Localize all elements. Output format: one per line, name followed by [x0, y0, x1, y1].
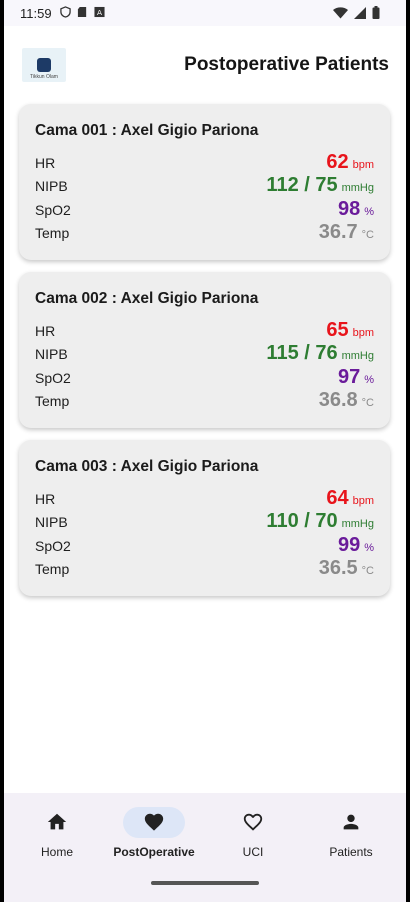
vital-label: NIPB	[35, 346, 68, 362]
status-time: 11:59	[20, 6, 52, 21]
vital-value: 36.7	[318, 221, 358, 243]
patient-card[interactable]: Cama 001 : Axel Gigio Pariona HR 62 bpm N…	[19, 104, 390, 260]
vital-row-hr: HR 62 bpm	[35, 150, 374, 174]
vital-row-nipb: NIPB 115 / 76 mmHg	[35, 341, 374, 365]
vital-row-temp: Temp 36.5 °C	[35, 556, 374, 580]
vital-unit: %	[364, 206, 374, 218]
shield-icon	[60, 6, 71, 18]
page-title: Postoperative Patients	[184, 54, 389, 75]
patient-card[interactable]: Cama 003 : Axel Gigio Pariona HR 64 bpm N…	[19, 440, 390, 596]
vital-label: NIPB	[35, 514, 68, 530]
logo-emblem-icon	[37, 58, 51, 72]
vital-unit: mmHg	[341, 350, 374, 362]
bottom-navigation: Home PostOperative UCI Patients	[4, 793, 406, 902]
heart-outline-icon	[243, 813, 263, 831]
vital-unit: °C	[361, 565, 374, 577]
vital-row-temp: Temp 36.8 °C	[35, 388, 374, 412]
patient-card-title: Cama 003 : Axel Gigio Pariona	[35, 458, 259, 475]
app-logo: Tikkun Olam	[22, 48, 66, 82]
battery-icon	[372, 6, 380, 19]
nav-label: Patients	[329, 845, 373, 859]
vital-value: 112 / 75	[266, 174, 338, 196]
vital-label: NIPB	[35, 178, 68, 194]
nav-uci[interactable]: UCI	[203, 807, 303, 867]
vital-label: HR	[35, 323, 56, 339]
vital-label: Temp	[35, 393, 70, 409]
nav-label: PostOperative	[113, 845, 195, 859]
vital-row-spo2: SpO2 97%	[35, 365, 374, 389]
status-right-icons	[333, 6, 380, 19]
vital-row-spo2: SpO2 99%	[35, 533, 374, 557]
vital-row-nipb: NIPB 112 / 75 mmHg	[35, 173, 374, 197]
vital-row-hr: HR 64 bpm	[35, 486, 374, 510]
svg-text:A: A	[97, 8, 102, 17]
app-screen: 11:59 A Tikkun Olam Postoperative Patien…	[4, 0, 406, 902]
text-box-icon: A	[94, 6, 105, 17]
signal-icon	[354, 6, 366, 19]
vital-row-temp: Temp 36.7 °C	[35, 220, 374, 244]
vital-unit: mmHg	[341, 182, 374, 194]
vital-unit: °C	[361, 397, 374, 409]
patient-card-title: Cama 001 : Axel Gigio Pariona	[35, 122, 259, 139]
vital-row-hr: HR 65 bpm	[35, 318, 374, 342]
vital-label: HR	[35, 491, 56, 507]
vital-value: 64	[326, 487, 349, 509]
status-left-icons: A	[60, 6, 105, 18]
vital-unit: mmHg	[341, 518, 374, 530]
vital-value: 98	[337, 198, 361, 220]
vital-unit: %	[364, 542, 374, 554]
vital-unit: °C	[361, 229, 374, 241]
wifi-icon	[333, 6, 348, 18]
vital-value: 99	[337, 534, 361, 556]
vital-unit: %	[364, 374, 374, 386]
nav-label: UCI	[242, 845, 264, 859]
vital-unit: bpm	[352, 159, 374, 171]
vital-value: 97	[337, 366, 361, 388]
patient-card-title: Cama 002 : Axel Gigio Pariona	[35, 290, 259, 307]
vital-unit: bpm	[352, 495, 374, 507]
vital-value: 110 / 70	[266, 510, 338, 532]
vital-value: 62	[326, 151, 349, 173]
vital-value: 36.8	[318, 389, 358, 411]
vital-value: 65	[326, 319, 349, 341]
status-bar: 11:59 A	[4, 0, 406, 26]
patient-card[interactable]: Cama 002 : Axel Gigio Pariona HR 65 bpm N…	[19, 272, 390, 428]
nav-label: Home	[40, 845, 73, 859]
nav-home[interactable]: Home	[7, 807, 107, 867]
gesture-handle[interactable]	[151, 881, 259, 885]
nav-postoperative[interactable]: PostOperative	[104, 807, 204, 867]
vital-row-spo2: SpO2 98%	[35, 197, 374, 221]
vital-value: 36.5	[318, 557, 358, 579]
home-icon	[47, 813, 67, 830]
vital-label: HR	[35, 155, 56, 171]
vital-row-nipb: NIPB 110 / 70 mmHg	[35, 509, 374, 533]
patient-list: Cama 001 : Axel Gigio Pariona HR 62 bpm N…	[19, 104, 390, 608]
heart-filled-icon	[144, 813, 164, 831]
vital-unit: bpm	[352, 327, 374, 339]
nav-patients[interactable]: Patients	[301, 807, 401, 867]
vital-label: Temp	[35, 225, 70, 241]
vital-label: SpO2	[35, 538, 71, 554]
person-icon	[343, 814, 359, 830]
vital-value: 115 / 76	[266, 342, 338, 364]
vital-label: Temp	[35, 561, 70, 577]
logo-text: Tikkun Olam	[30, 74, 58, 80]
vital-label: SpO2	[35, 370, 71, 386]
sd-card-icon	[77, 6, 87, 18]
vital-label: SpO2	[35, 202, 71, 218]
app-bar: Tikkun Olam Postoperative Patients	[4, 26, 406, 102]
